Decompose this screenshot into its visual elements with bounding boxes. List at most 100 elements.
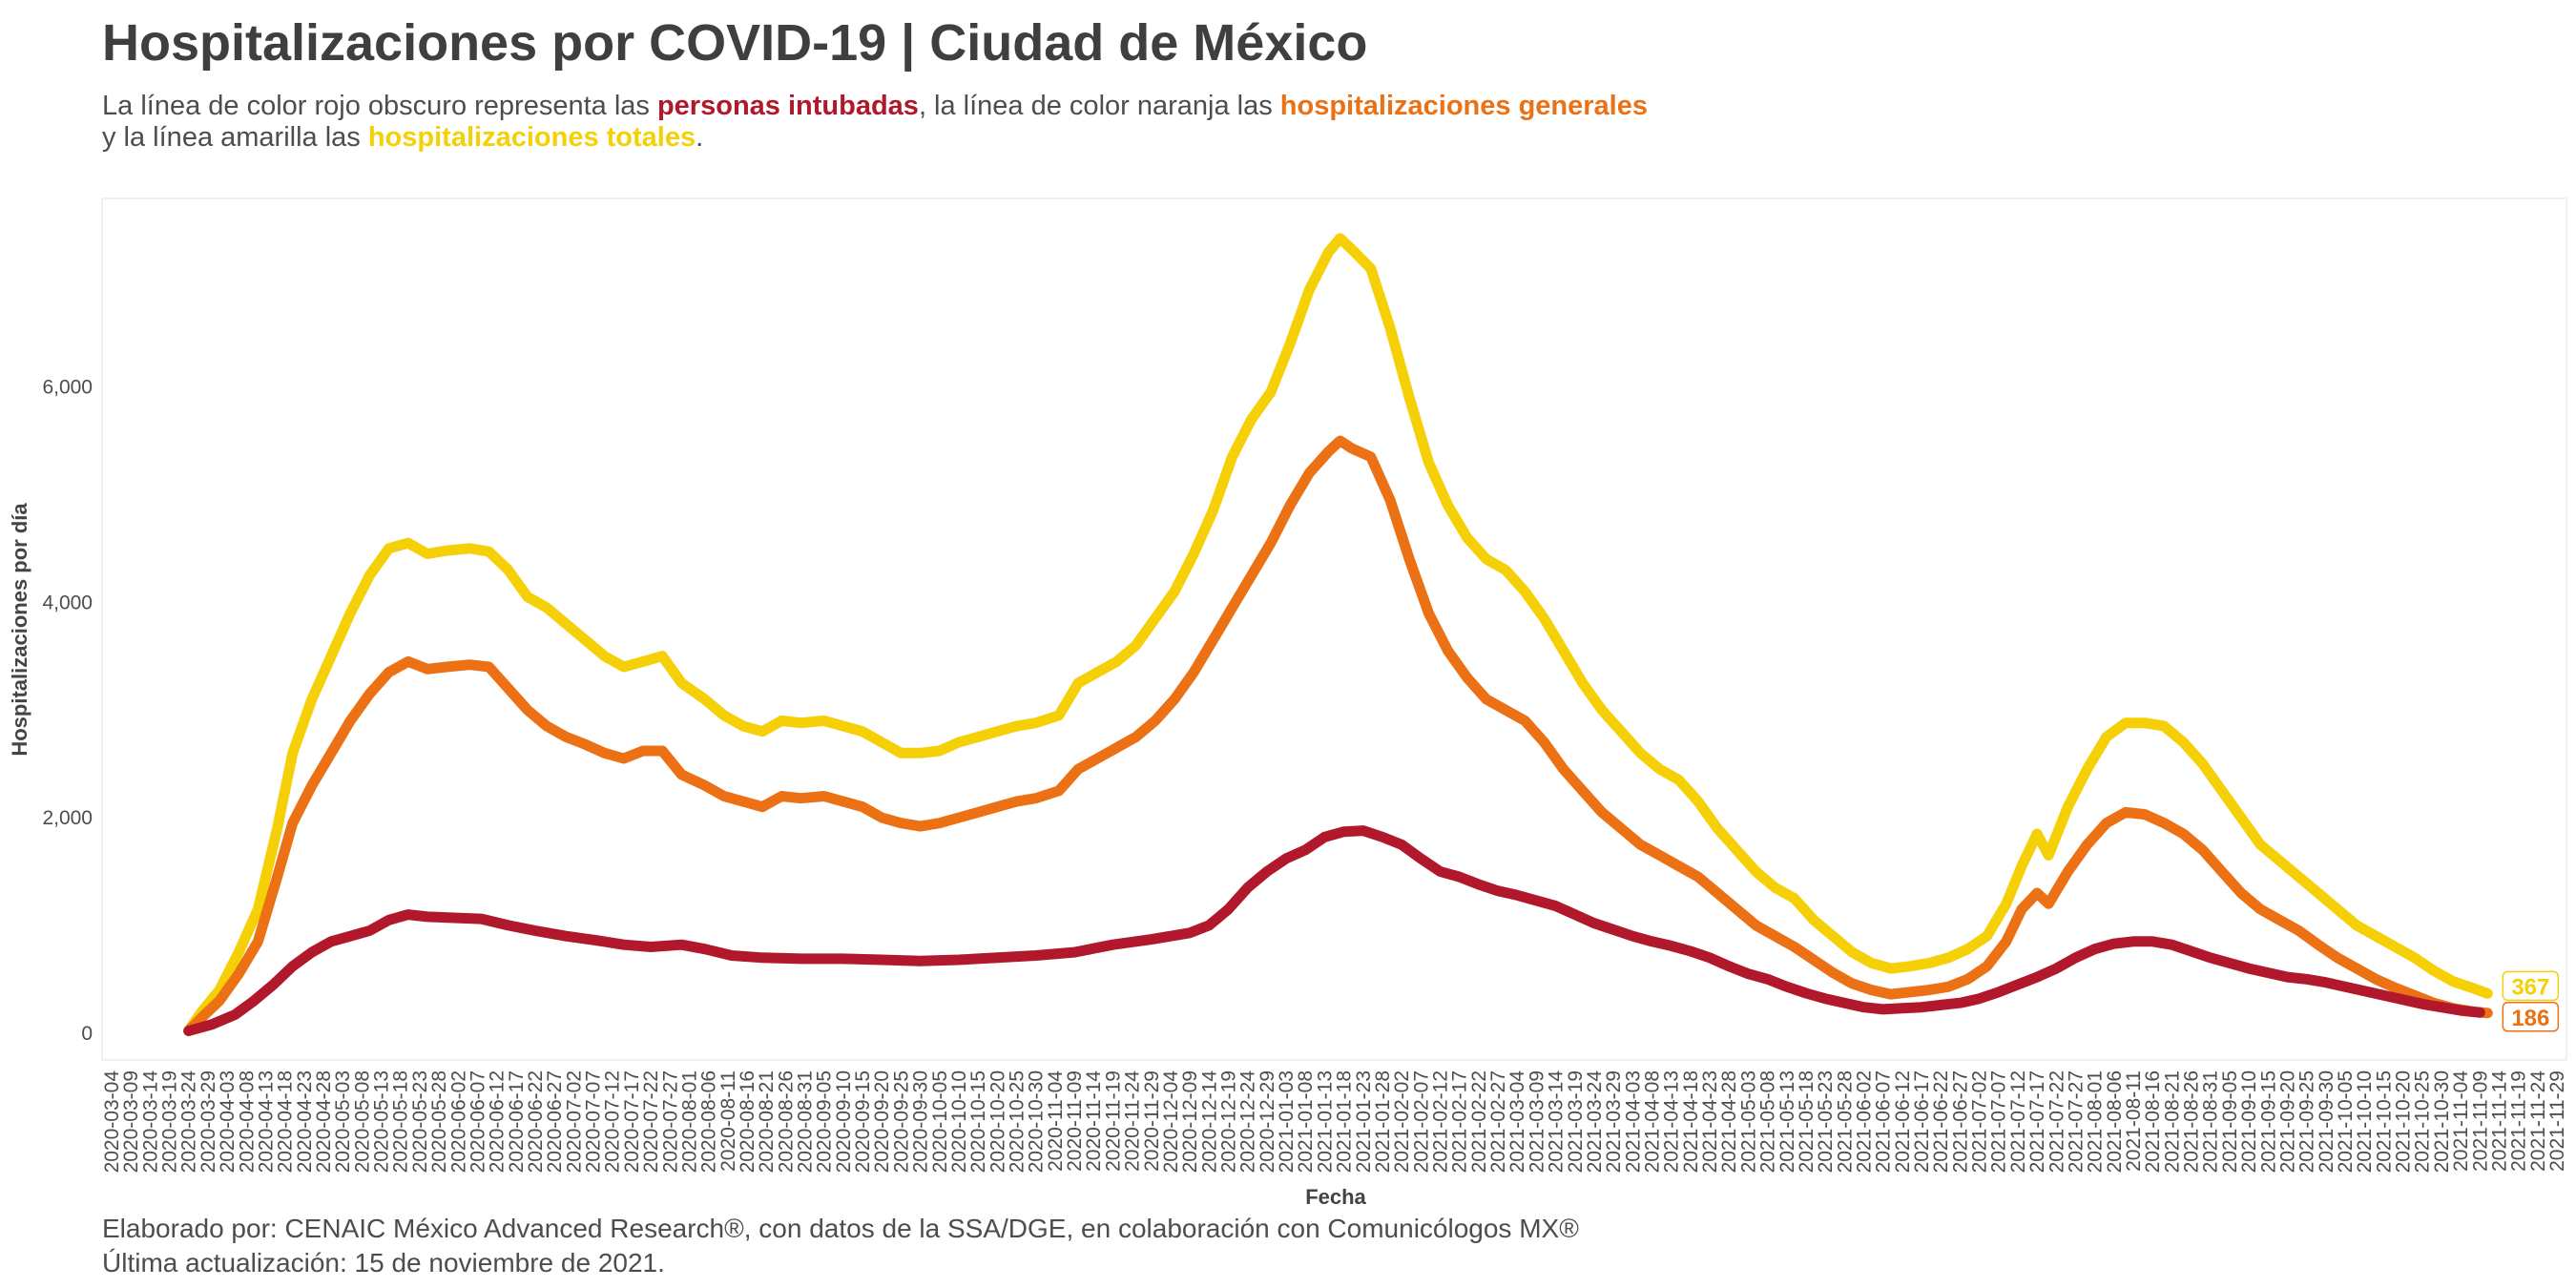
y-axis-title: Hospitalizaciones por día xyxy=(8,503,31,757)
x-tick-label: 2021-03-19 xyxy=(1565,1070,1587,1173)
x-tick-label: 2020-04-08 xyxy=(236,1070,258,1173)
x-tick-label: 2021-07-27 xyxy=(2065,1070,2087,1173)
y-axis: 0 2,000 4,000 6,000 xyxy=(42,377,93,1045)
x-tick-label: 2021-01-18 xyxy=(1334,1070,1356,1173)
x-tick-label: 2020-10-30 xyxy=(1026,1070,1048,1173)
x-tick-label: 2020-12-09 xyxy=(1179,1070,1201,1173)
x-tick-label: 2020-03-04 xyxy=(101,1070,123,1174)
x-tick-label: 2020-03-29 xyxy=(197,1070,219,1173)
x-tick-label: 2021-02-22 xyxy=(1468,1070,1490,1173)
x-tick-label: 2021-02-02 xyxy=(1391,1070,1413,1173)
x-tick-label: 2020-04-23 xyxy=(294,1070,316,1173)
x-tick-label: 2021-10-20 xyxy=(2393,1070,2415,1173)
x-tick-label: 2020-09-10 xyxy=(833,1070,855,1173)
x-tick-label: 2020-07-17 xyxy=(621,1070,643,1173)
x-tick-label: 2021-06-27 xyxy=(1949,1070,1971,1173)
subtitle-text: , la línea de color naranja las xyxy=(918,91,1280,121)
subtitle-line-2: y la línea amarilla las hospitalizacione… xyxy=(102,122,1648,154)
x-tick-label: 2020-05-03 xyxy=(332,1070,354,1173)
x-tick-label: 2021-03-29 xyxy=(1603,1070,1625,1173)
x-tick-label: 2020-09-25 xyxy=(890,1070,912,1173)
x-tick-label: 2021-07-12 xyxy=(2007,1070,2029,1173)
x-tick-label: 2020-10-20 xyxy=(987,1070,1008,1173)
x-tick-label: 2020-08-11 xyxy=(717,1070,739,1172)
x-tick-label: 2020-07-07 xyxy=(583,1070,605,1173)
x-tick-label: 2020-09-20 xyxy=(871,1070,893,1173)
x-tick-label: 2020-05-18 xyxy=(390,1070,412,1173)
x-tick-label: 2020-08-06 xyxy=(698,1070,720,1173)
x-tick-label: 2021-11-29 xyxy=(2546,1070,2568,1172)
x-tick-label: 2020-06-27 xyxy=(544,1070,566,1173)
y-tick-label: 6,000 xyxy=(42,377,93,399)
chart-footer: Elaborado por: CENAIC México Advanced Re… xyxy=(102,1212,1579,1280)
end-label-generales: 186 xyxy=(2502,1002,2560,1032)
x-tick-label: 2020-12-24 xyxy=(1237,1070,1259,1174)
x-tick-label: 2021-11-04 xyxy=(2450,1070,2472,1172)
x-tick-label: 2021-05-18 xyxy=(1796,1070,1818,1173)
x-tick-label: 2020-05-13 xyxy=(371,1070,393,1173)
x-tick-label: 2021-01-08 xyxy=(1295,1070,1317,1173)
x-tick-label: 2020-11-14 xyxy=(1083,1070,1105,1172)
y-tick-label: 2,000 xyxy=(42,807,93,829)
x-tick-label: 2020-12-19 xyxy=(1218,1070,1240,1173)
x-tick-label: 2020-04-03 xyxy=(217,1070,239,1173)
x-tick-label: 2021-01-28 xyxy=(1372,1070,1394,1173)
x-tick-label: 2021-01-23 xyxy=(1353,1070,1375,1173)
x-tick-label: 2021-08-06 xyxy=(2104,1070,2126,1173)
end-label-totales: 367 xyxy=(2502,970,2560,1002)
x-tick-label: 2021-03-24 xyxy=(1584,1070,1606,1174)
x-tick-label: 2021-10-10 xyxy=(2354,1070,2376,1173)
footer-credits: Elaborado por: CENAIC México Advanced Re… xyxy=(102,1214,1579,1243)
x-tick-label: 2021-07-22 xyxy=(2046,1070,2067,1173)
series-line-totales xyxy=(183,233,2493,1036)
x-tick-label: 2021-04-13 xyxy=(1661,1070,1683,1173)
x-tick-label: 2021-07-02 xyxy=(1969,1070,1991,1173)
x-tick-label: 2020-11-09 xyxy=(1064,1070,1086,1172)
x-tick-label: 2021-10-25 xyxy=(2412,1070,2434,1173)
x-tick-label: 2021-11-19 xyxy=(2508,1070,2530,1172)
x-tick-label: 2021-10-05 xyxy=(2335,1070,2357,1173)
x-tick-label: 2021-05-08 xyxy=(1757,1070,1779,1173)
x-tick-label: 2021-06-22 xyxy=(1930,1070,1952,1173)
x-tick-label: 2021-05-03 xyxy=(1737,1070,1759,1173)
x-tick-label: 2021-02-07 xyxy=(1410,1070,1432,1173)
x-tick-label: 2020-08-31 xyxy=(795,1070,817,1173)
subtitle-line-1: La línea de color rojo obscuro represent… xyxy=(102,91,1648,122)
x-tick-label: 2020-09-15 xyxy=(852,1070,874,1173)
series-layer xyxy=(183,233,2493,1036)
x-tick-label: 2020-06-22 xyxy=(525,1070,547,1173)
x-tick-label: 2020-05-08 xyxy=(351,1070,373,1173)
x-tick-label: 2021-05-23 xyxy=(1815,1070,1837,1173)
x-tick-label: 2021-06-02 xyxy=(1853,1070,1875,1173)
x-tick-label: 2021-08-01 xyxy=(2085,1070,2107,1173)
x-tick-label: 2020-12-29 xyxy=(1257,1070,1278,1173)
x-tick-label: 2020-03-19 xyxy=(159,1070,181,1173)
x-tick-label: 2021-02-17 xyxy=(1449,1070,1471,1173)
x-tick-label: 2020-04-13 xyxy=(255,1070,277,1173)
x-tick-label: 2021-09-15 xyxy=(2257,1070,2279,1173)
plot-panel-border xyxy=(101,197,2567,1061)
x-tick-label: 2021-04-28 xyxy=(1718,1070,1740,1173)
x-tick-label: 2021-09-30 xyxy=(2316,1070,2337,1173)
x-tick-label: 2020-07-02 xyxy=(563,1070,585,1173)
x-tick-label: 2021-08-21 xyxy=(2161,1070,2183,1173)
x-tick-label: 2020-11-19 xyxy=(1102,1070,1124,1172)
x-tick-label: 2020-10-10 xyxy=(948,1070,970,1173)
x-tick-label: 2021-07-17 xyxy=(2026,1070,2048,1173)
y-tick-label: 4,000 xyxy=(42,592,93,613)
x-tick-label: 2021-08-26 xyxy=(2181,1070,2203,1173)
x-tick-label: 2021-11-14 xyxy=(2488,1070,2510,1172)
x-tick-label: 2021-04-18 xyxy=(1680,1070,1702,1173)
footer-updated: Última actualización: 15 de noviembre de… xyxy=(102,1248,665,1278)
x-tick-label: 2021-05-28 xyxy=(1834,1070,1856,1173)
x-tick-label: 2020-09-05 xyxy=(814,1070,836,1173)
chart-title: Hospitalizaciones por COVID-19 | Ciudad … xyxy=(102,14,1368,72)
x-tick-label: 2020-03-14 xyxy=(139,1070,161,1174)
x-tick-label: 2020-06-07 xyxy=(467,1070,488,1173)
subtitle-text: La línea de color rojo obscuro represent… xyxy=(102,91,657,121)
x-tick-label: 2020-09-30 xyxy=(910,1070,932,1173)
end-label-box xyxy=(2502,1002,2560,1032)
x-tick-label: 2020-12-04 xyxy=(1160,1070,1182,1174)
x-tick-label: 2020-08-16 xyxy=(737,1070,758,1173)
x-tick-label: 2020-07-22 xyxy=(640,1070,662,1173)
